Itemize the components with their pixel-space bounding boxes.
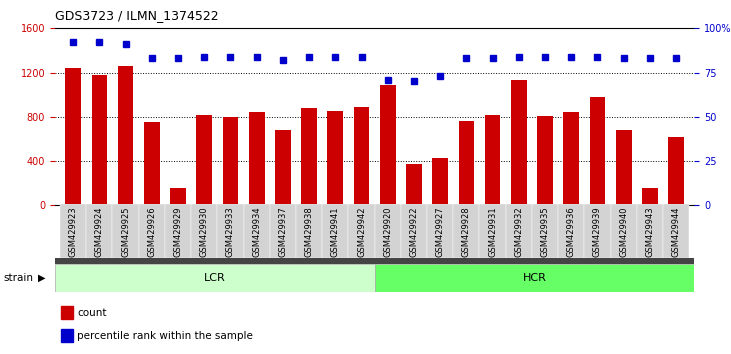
Bar (170, 188, 186, 205)
Text: GSM429924: GSM429924 (95, 206, 104, 257)
Text: GSM429927: GSM429927 (436, 206, 444, 257)
Bar (453, 204, 480, 258)
Bar (564, 112, 579, 205)
Bar (301, 108, 317, 205)
Text: GDS3723 / ILMN_1374522: GDS3723 / ILMN_1374522 (55, 9, 219, 22)
Bar (60, 204, 86, 258)
Bar (590, 97, 605, 205)
Bar (374, 204, 401, 258)
Text: GSM429933: GSM429933 (226, 206, 235, 257)
Bar (616, 130, 632, 205)
Bar (506, 204, 532, 258)
Text: GSM429930: GSM429930 (200, 206, 209, 257)
Bar (485, 115, 501, 205)
Bar (65, 68, 81, 205)
Text: GSM429937: GSM429937 (279, 206, 287, 257)
Bar (663, 204, 689, 258)
Bar (380, 85, 395, 205)
Text: GSM429940: GSM429940 (619, 206, 628, 257)
Bar (223, 117, 238, 205)
Bar (374, 264, 694, 292)
Bar (243, 204, 270, 258)
Text: GSM429939: GSM429939 (593, 206, 602, 257)
Bar (191, 204, 217, 258)
Bar (327, 111, 343, 205)
Bar (532, 204, 558, 258)
Bar (197, 115, 212, 205)
Bar (296, 204, 322, 258)
Bar (349, 204, 375, 258)
Text: LCR: LCR (204, 273, 226, 283)
Text: GSM429931: GSM429931 (488, 206, 497, 257)
Text: GSM429929: GSM429929 (173, 206, 183, 257)
Text: GSM429932: GSM429932 (515, 206, 523, 257)
Bar (139, 204, 165, 258)
Bar (91, 75, 107, 205)
Text: GSM429922: GSM429922 (409, 206, 418, 257)
Text: GSM429943: GSM429943 (645, 206, 654, 257)
Bar (511, 80, 526, 205)
Bar (642, 188, 658, 205)
Bar (668, 137, 684, 205)
Bar (558, 204, 584, 258)
Bar (432, 158, 448, 205)
Text: GSM429923: GSM429923 (69, 206, 77, 257)
Text: count: count (77, 308, 107, 318)
Text: GSM429944: GSM429944 (672, 206, 681, 257)
Text: GSM429938: GSM429938 (305, 206, 314, 257)
Text: GSM429935: GSM429935 (540, 206, 550, 257)
Text: percentile rank within the sample: percentile rank within the sample (77, 331, 253, 341)
Bar (480, 204, 506, 258)
Bar (322, 204, 349, 258)
Bar (270, 204, 296, 258)
Text: GSM429925: GSM429925 (121, 206, 130, 257)
Bar (55, 264, 374, 292)
Text: GSM429926: GSM429926 (148, 206, 156, 257)
Bar (118, 66, 134, 205)
Bar (61, 330, 72, 342)
Text: ▶: ▶ (38, 273, 45, 283)
Bar (217, 204, 243, 258)
Text: GSM429920: GSM429920 (383, 206, 393, 257)
Bar (537, 116, 553, 205)
Bar (86, 204, 113, 258)
Bar (406, 164, 422, 205)
Bar (584, 204, 610, 258)
Text: GSM429942: GSM429942 (357, 206, 366, 257)
Bar (144, 122, 159, 205)
Text: strain: strain (4, 273, 34, 283)
Bar (401, 204, 427, 258)
Bar (427, 204, 453, 258)
Bar (61, 307, 72, 319)
Bar (113, 204, 139, 258)
Bar (249, 113, 265, 205)
Bar (637, 204, 663, 258)
Text: GSM429941: GSM429941 (331, 206, 340, 257)
Bar (165, 204, 191, 258)
Text: GSM429934: GSM429934 (252, 206, 261, 257)
Bar (354, 107, 369, 205)
Bar (610, 204, 637, 258)
Text: HCR: HCR (523, 273, 547, 283)
Bar (275, 130, 291, 205)
Text: GSM429928: GSM429928 (462, 206, 471, 257)
Bar (458, 121, 474, 205)
Text: GSM429936: GSM429936 (567, 206, 576, 257)
